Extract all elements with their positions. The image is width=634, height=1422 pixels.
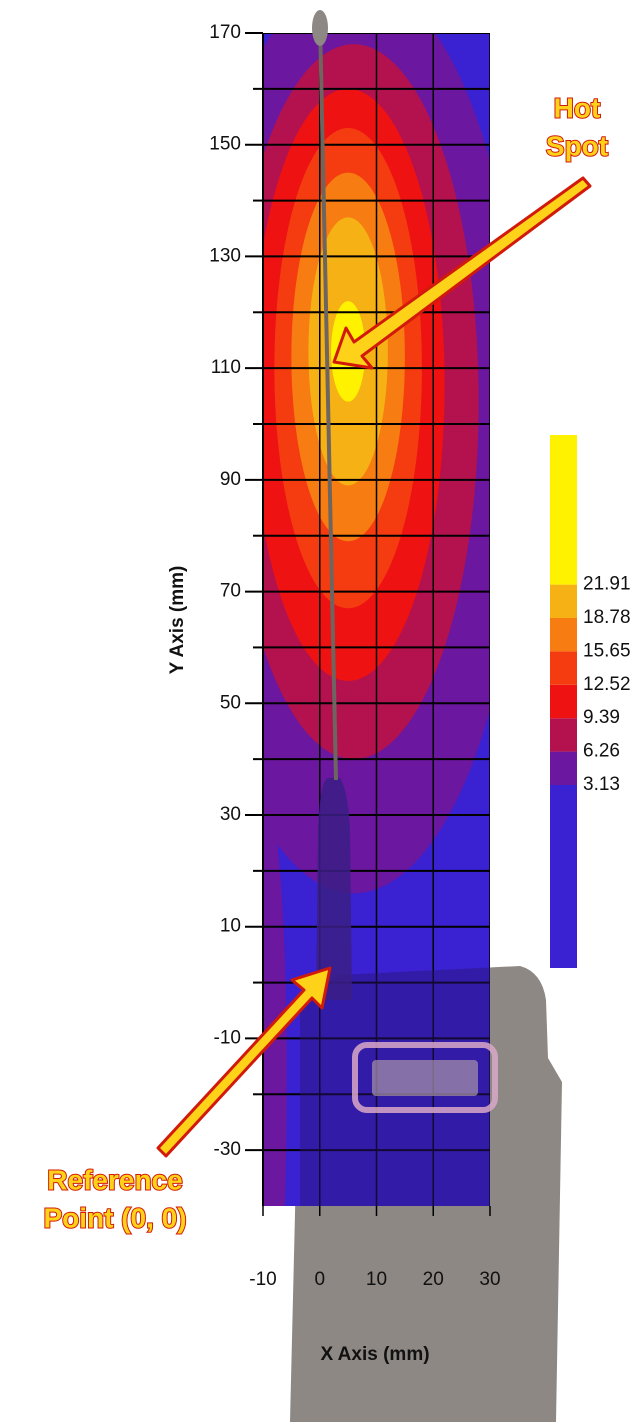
- y-tick-label: 90: [220, 469, 241, 490]
- x-axis-label: X Axis (mm): [320, 1344, 429, 1365]
- colorbar-band: [550, 718, 577, 752]
- reference-point-arrow: [156, 966, 332, 1158]
- y-axis-label: Y Axis (mm): [167, 566, 188, 675]
- colorbar-band: [550, 584, 577, 618]
- antenna-tip: [312, 10, 328, 46]
- colorbar-label: 9.39: [583, 707, 620, 728]
- y-tick-label: -30: [214, 1139, 241, 1160]
- colorbar-band: [550, 684, 577, 719]
- radio-display: [352, 1042, 498, 1113]
- annotation-line: Hot: [554, 92, 601, 123]
- y-tick-label: 30: [220, 804, 241, 825]
- y-tick-label: 170: [209, 22, 241, 43]
- y-tick-label: 150: [209, 134, 241, 155]
- y-tick-label: 10: [220, 916, 241, 937]
- colorbar: 3.13 6.26 9.39 12.52 15.65 18.78 21.91: [550, 435, 631, 968]
- x-tick-label: 30: [479, 1269, 500, 1290]
- annotations: Hot Spot Reference Point (0, 0): [42, 91, 609, 1234]
- hot-spot-arrow: [332, 176, 592, 370]
- y-tick-label: 110: [211, 357, 241, 378]
- colorbar-label: 12.52: [583, 674, 631, 695]
- x-tick-label: 20: [423, 1269, 444, 1290]
- antenna-base: [316, 778, 352, 1000]
- colorbar-band: [550, 751, 577, 785]
- x-tick-label: 0: [314, 1269, 325, 1290]
- colorbar-label: 18.78: [583, 607, 631, 628]
- colorbar-label: 21.91: [583, 574, 631, 595]
- colorbar-label: 3.13: [583, 774, 620, 795]
- colorbar-band: [550, 618, 577, 652]
- y-tick-label: 130: [209, 245, 241, 266]
- antenna: [318, 21, 338, 781]
- axes: Y Axis (mm) X Axis (mm) 170 150 130 110 90 70…: [167, 22, 501, 1365]
- y-tick-label: 70: [220, 581, 241, 602]
- annotation-line: Spot: [546, 130, 608, 161]
- colorbar-band: [550, 435, 577, 585]
- device-overlay: [300, 10, 498, 1206]
- y-tick-label: -10: [214, 1027, 241, 1048]
- colorbar-band: [550, 651, 577, 685]
- colorbar-label: 6.26: [583, 741, 620, 762]
- colorbar-label: 15.65: [583, 640, 631, 661]
- annotation-line: Point (0, 0): [43, 1202, 186, 1233]
- x-tick-label: -10: [249, 1269, 276, 1290]
- colorbar-band: [550, 785, 577, 968]
- x-tick-label: 10: [366, 1269, 387, 1290]
- annotation-line: Reference: [47, 1164, 182, 1195]
- y-tick-label: 50: [220, 692, 241, 713]
- radio-display-screen: [372, 1060, 478, 1096]
